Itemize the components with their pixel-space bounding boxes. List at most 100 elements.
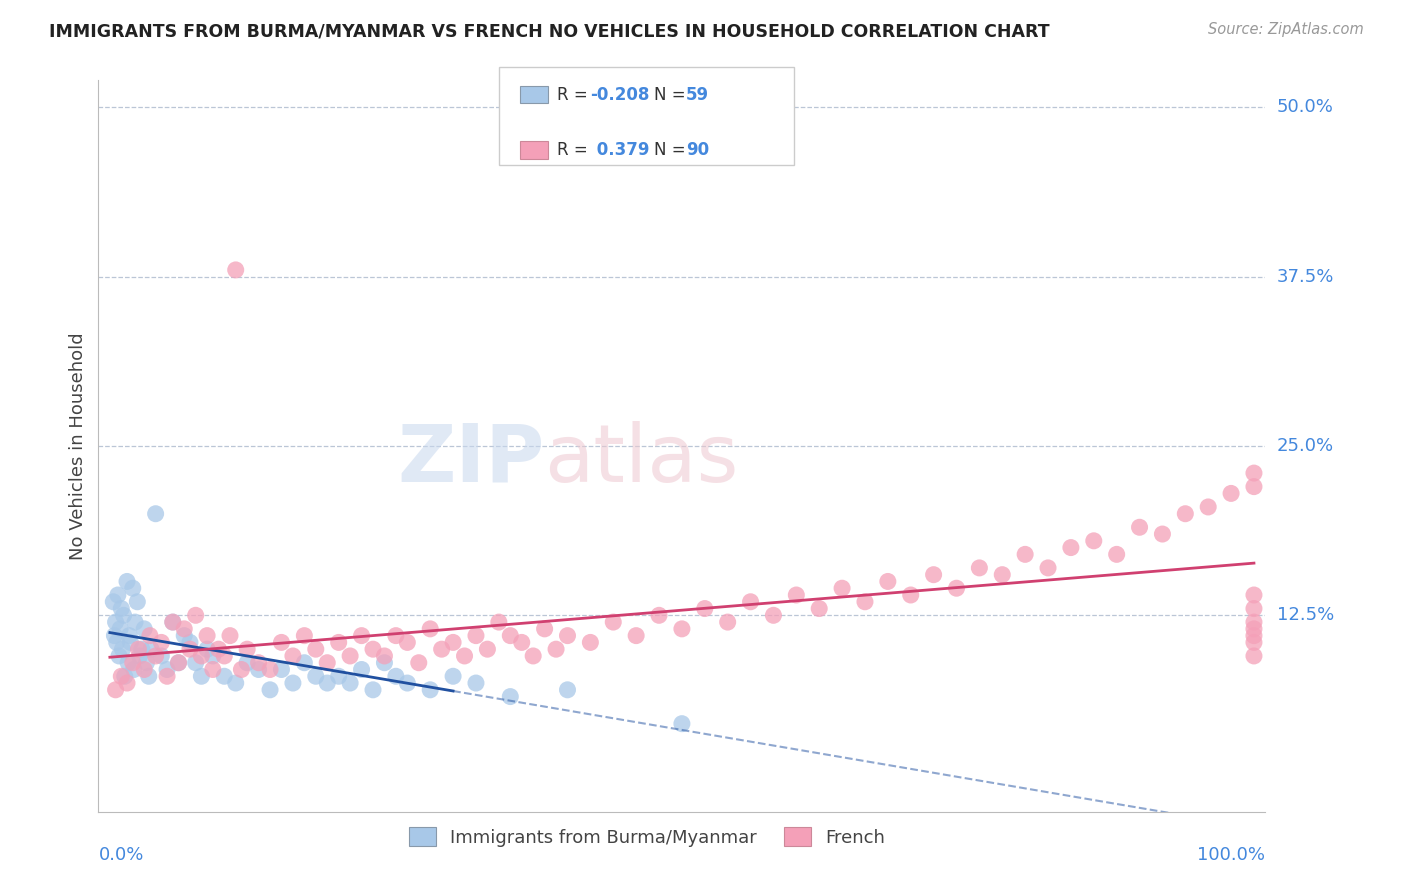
Text: 0.379: 0.379 <box>591 141 650 159</box>
Point <box>499 690 522 704</box>
Text: 100.0%: 100.0% <box>1198 846 1265 863</box>
Point <box>488 615 510 629</box>
Text: 90: 90 <box>686 141 709 159</box>
Point <box>373 656 395 670</box>
Point <box>557 629 579 643</box>
Point <box>408 656 430 670</box>
Point <box>122 663 145 677</box>
Point <box>477 642 499 657</box>
Point <box>1243 629 1265 643</box>
Point <box>339 648 361 663</box>
Point <box>108 622 131 636</box>
Point <box>247 663 270 677</box>
Point <box>173 629 195 643</box>
Point <box>184 608 207 623</box>
Point <box>236 642 259 657</box>
Text: Source: ZipAtlas.com: Source: ZipAtlas.com <box>1208 22 1364 37</box>
Point <box>131 642 153 657</box>
Point <box>1243 588 1265 602</box>
Point <box>139 642 162 657</box>
Point <box>385 629 408 643</box>
Point <box>145 507 167 521</box>
Text: -0.208: -0.208 <box>591 86 650 103</box>
Point <box>179 642 201 657</box>
Point <box>1243 480 1265 494</box>
Point <box>1060 541 1083 555</box>
Point <box>419 622 441 636</box>
Point <box>190 648 212 663</box>
Point <box>430 642 453 657</box>
Point <box>167 656 190 670</box>
Point <box>579 635 602 649</box>
Point <box>150 648 173 663</box>
Point <box>453 648 475 663</box>
Point <box>111 642 134 657</box>
Legend: Immigrants from Burma/Myanmar, French: Immigrants from Burma/Myanmar, French <box>401 820 893 854</box>
Point <box>876 574 898 589</box>
Point <box>124 615 146 629</box>
Point <box>1105 547 1128 561</box>
Point <box>385 669 408 683</box>
Text: 12.5%: 12.5% <box>1277 607 1334 624</box>
Point <box>900 588 922 602</box>
Point <box>1152 527 1174 541</box>
Point <box>1128 520 1150 534</box>
Point <box>1243 615 1265 629</box>
Point <box>121 581 143 595</box>
Text: 0.0%: 0.0% <box>98 846 143 863</box>
Point <box>167 656 190 670</box>
Point <box>624 629 647 643</box>
Text: 50.0%: 50.0% <box>1277 98 1333 116</box>
Point <box>969 561 991 575</box>
Point <box>110 669 132 683</box>
Point <box>201 663 224 677</box>
Point <box>945 581 967 595</box>
Point <box>1174 507 1197 521</box>
Point <box>247 656 270 670</box>
Text: atlas: atlas <box>544 420 740 499</box>
Point <box>105 635 128 649</box>
Point <box>499 629 522 643</box>
Point <box>156 663 179 677</box>
Point <box>236 656 259 670</box>
Point <box>557 682 579 697</box>
Point <box>396 635 419 649</box>
Point <box>762 608 785 623</box>
Point <box>128 648 150 663</box>
Point <box>225 676 247 690</box>
Point <box>184 656 207 670</box>
Point <box>831 581 853 595</box>
Point <box>156 669 179 683</box>
Point <box>339 676 361 690</box>
Text: ZIP: ZIP <box>398 420 544 499</box>
Text: R =: R = <box>557 86 593 103</box>
Point <box>270 635 292 649</box>
Point <box>602 615 624 629</box>
Point <box>316 676 339 690</box>
Point <box>259 663 281 677</box>
Point <box>112 608 135 623</box>
Text: N =: N = <box>654 141 690 159</box>
Point <box>115 676 138 690</box>
Point <box>717 615 740 629</box>
Point <box>104 682 127 697</box>
Text: 25.0%: 25.0% <box>1277 437 1334 455</box>
Point <box>1243 648 1265 663</box>
Text: R =: R = <box>557 141 593 159</box>
Point <box>465 676 488 690</box>
Point <box>465 629 488 643</box>
Point <box>350 663 373 677</box>
Text: N =: N = <box>654 86 690 103</box>
Point <box>671 716 693 731</box>
Point <box>162 615 184 629</box>
Point <box>1243 622 1265 636</box>
Point <box>1197 500 1219 514</box>
Point <box>179 635 201 649</box>
Point <box>162 615 184 629</box>
Point <box>510 635 533 649</box>
Point <box>853 595 876 609</box>
Point <box>1243 466 1265 480</box>
Point <box>115 574 138 589</box>
Point <box>231 663 253 677</box>
Point <box>201 648 224 663</box>
